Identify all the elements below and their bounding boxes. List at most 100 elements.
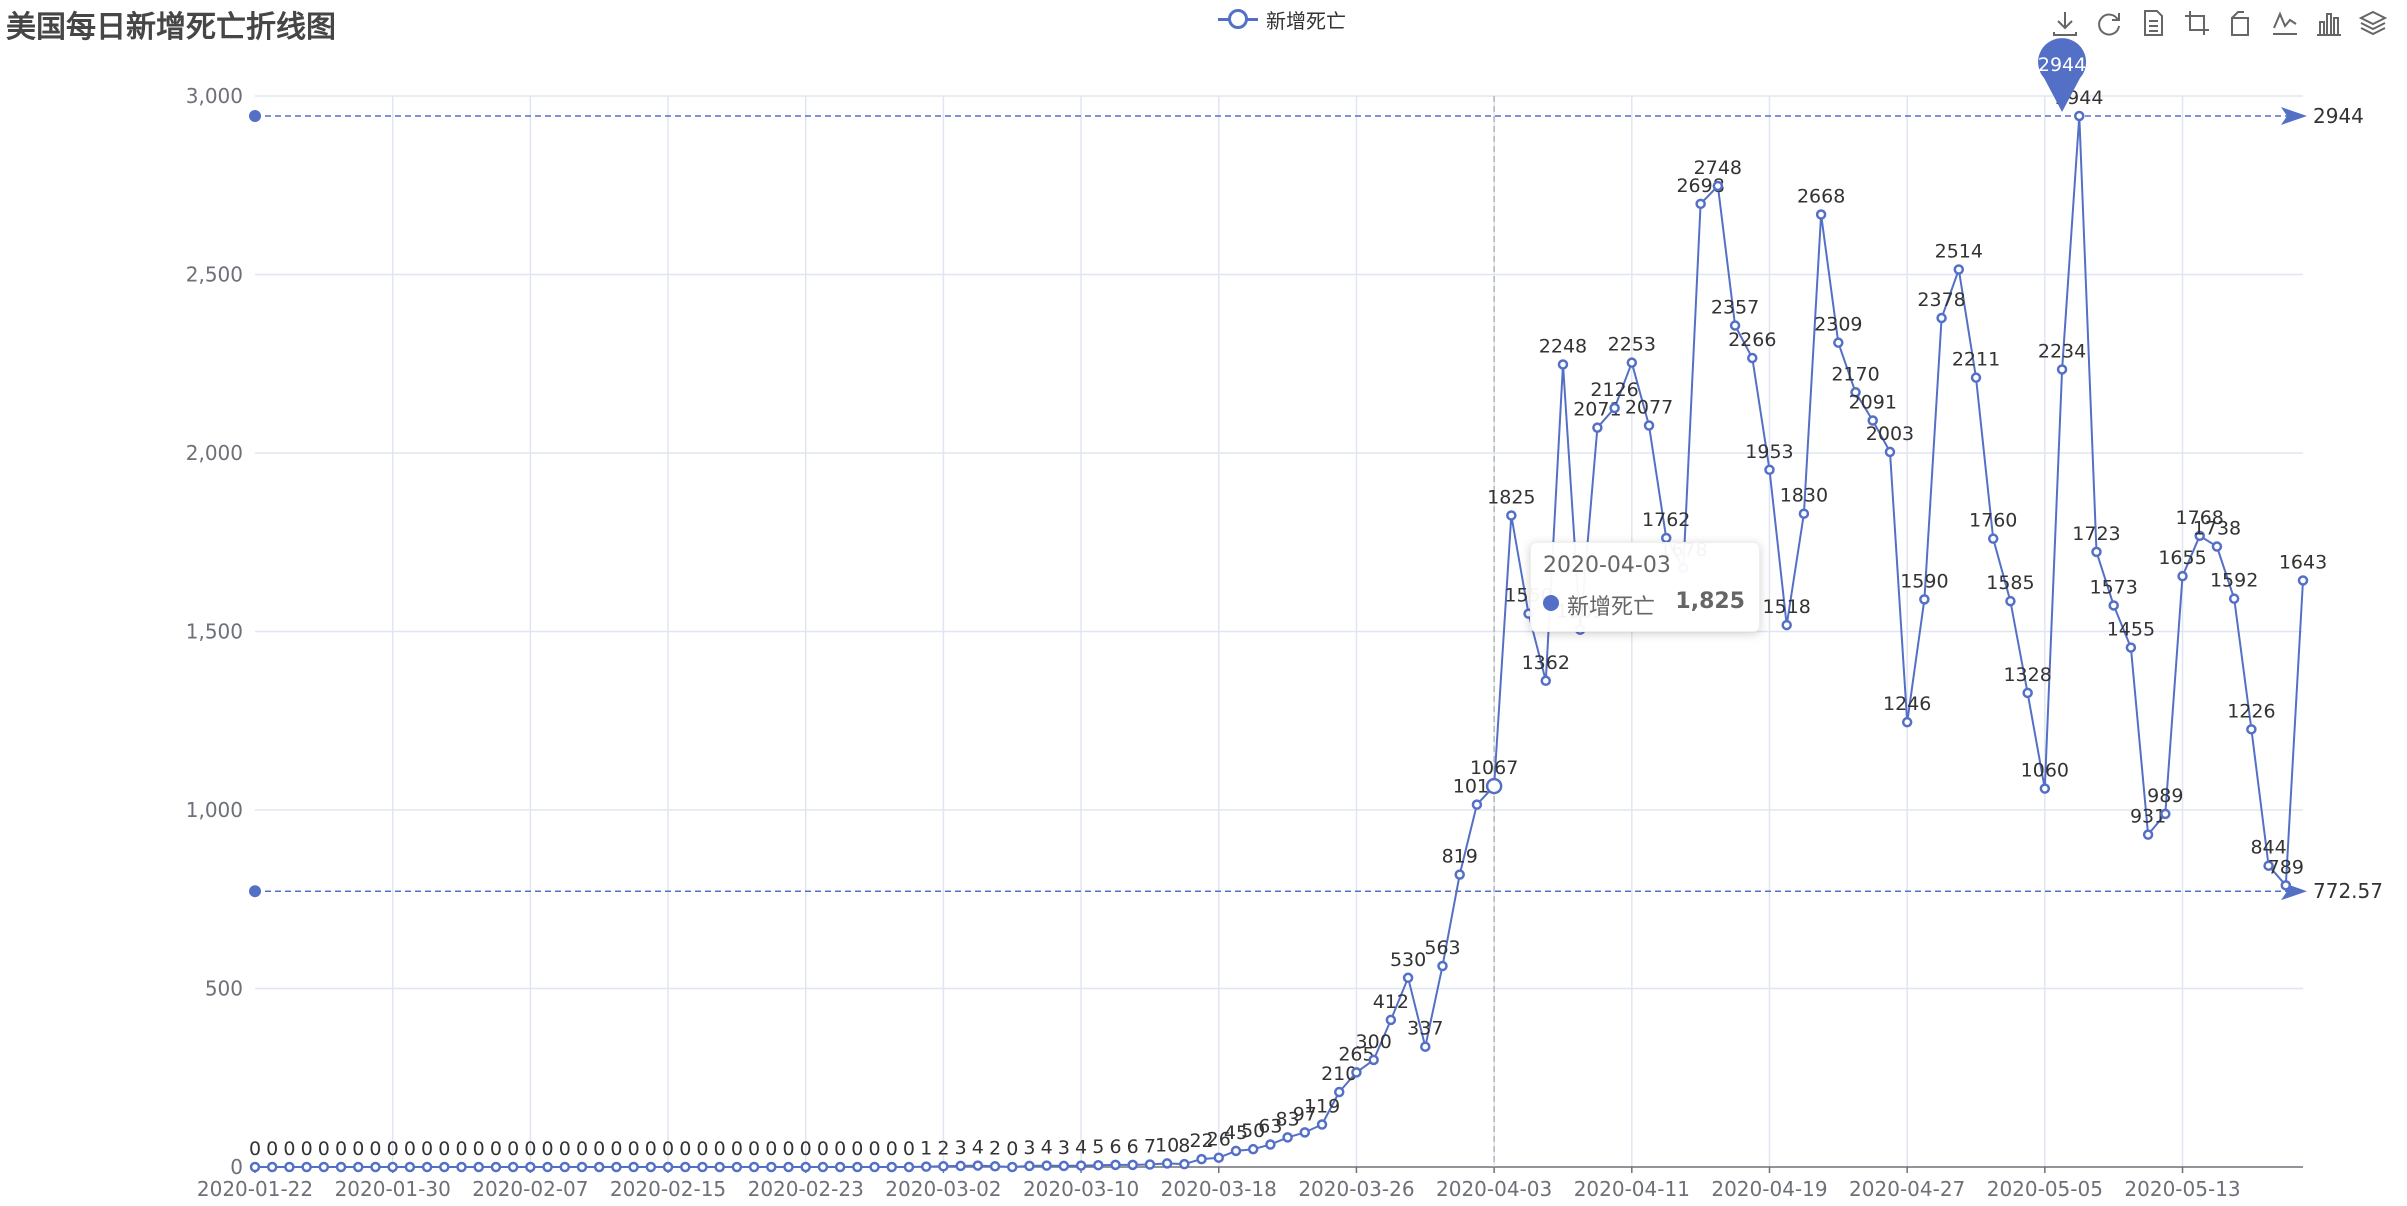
x-tick-label: 2020-05-05 <box>1987 1177 2103 1201</box>
data-label: 0 <box>800 1138 812 1160</box>
data-point <box>1643 420 1655 431</box>
data-label: 265 <box>1338 1043 1374 1065</box>
data-point <box>1213 1152 1225 1163</box>
legend-item-new-deaths[interactable]: 新增死亡 <box>1218 4 1346 34</box>
data-point <box>1471 799 1483 810</box>
data-label: 2071 <box>1573 399 1621 421</box>
data-label: 3 <box>1058 1137 1070 1159</box>
data-point <box>1179 1158 1190 1170</box>
data-point <box>2005 595 2016 607</box>
data-label: 1768 <box>2176 507 2224 529</box>
mark-line-start-dot <box>249 109 261 122</box>
data-point <box>353 1161 364 1173</box>
data-label: 2003 <box>1866 423 1914 445</box>
data-label: 1060 <box>2021 760 2069 782</box>
data-point <box>542 1161 553 1173</box>
data-point <box>1987 533 1999 544</box>
data-label: 2091 <box>1849 392 1897 414</box>
zoom-icon[interactable] <box>2182 8 2212 38</box>
data-point <box>1006 1161 1018 1173</box>
download-icon[interactable] <box>2050 8 2080 38</box>
data-point <box>1970 372 1982 383</box>
data-label: 6 <box>1109 1136 1121 1158</box>
data-label: 4 <box>972 1137 984 1159</box>
x-tick-label: 2020-01-22 <box>197 1177 313 1201</box>
data-point <box>1901 716 1913 728</box>
data-label: 1226 <box>2227 700 2275 722</box>
data-label: 563 <box>1424 937 1460 959</box>
x-tick-label: 2020-04-03 <box>1436 1177 1552 1201</box>
data-point <box>1282 1132 1293 1143</box>
data-point <box>2022 687 2033 699</box>
data-point <box>559 1161 571 1173</box>
data-label: 0 <box>352 1138 364 1160</box>
x-tick-label: 2020-01-30 <box>335 1177 451 1201</box>
data-point <box>387 1161 398 1173</box>
mark-line-label: 772.57 <box>2313 879 2383 903</box>
data-point <box>920 1161 932 1172</box>
data-point <box>1798 508 1810 519</box>
data-point <box>1867 415 1878 426</box>
data-label: 0 <box>542 1138 554 1160</box>
mark-point-label: 2944 <box>2038 54 2086 76</box>
data-label: 10 <box>1155 1134 1179 1156</box>
data-label: 1455 <box>2107 619 2155 641</box>
data-point <box>1660 532 1672 544</box>
data-point <box>2280 880 2292 891</box>
data-label: 2248 <box>1539 335 1587 357</box>
data-point <box>2125 642 2137 653</box>
x-tick-label: 2020-03-26 <box>1298 1177 1414 1201</box>
data-point <box>852 1161 863 1173</box>
data-point <box>1196 1153 1207 1165</box>
x-tick-label: 2020-02-15 <box>610 1177 726 1201</box>
data-point <box>834 1161 846 1173</box>
data-point <box>1420 1041 1431 1052</box>
data-label: 1246 <box>1883 693 1931 715</box>
data-label: 0 <box>765 1138 777 1160</box>
data-point <box>1437 960 1448 972</box>
data-point <box>903 1161 915 1173</box>
data-point <box>1695 198 1706 210</box>
data-label: 2378 <box>1917 289 1965 311</box>
data-label: 337 <box>1407 1018 1443 1040</box>
data-point <box>2056 364 2068 375</box>
zoom-reset-icon[interactable] <box>2226 8 2256 38</box>
data-label: 1830 <box>1780 485 1828 507</box>
data-label: 63 <box>1258 1116 1282 1138</box>
data-point <box>1351 1067 1362 1078</box>
data-label: 2698 <box>1676 175 1724 197</box>
data-point <box>1609 402 1620 414</box>
data-label: 22 <box>1189 1130 1213 1152</box>
data-view-icon[interactable] <box>2138 8 2168 38</box>
data-point <box>1299 1127 1311 1138</box>
data-label: 1723 <box>2072 523 2120 545</box>
data-point <box>2142 829 2154 840</box>
data-point <box>1058 1160 1070 1172</box>
data-point <box>2263 860 2274 871</box>
x-tick-label: 2020-04-11 <box>1574 1177 1690 1201</box>
x-tick-label: 2020-03-18 <box>1161 1177 1277 1201</box>
data-label: 0 <box>559 1138 571 1160</box>
data-label: 0 <box>438 1138 450 1160</box>
bar-chart-icon[interactable] <box>2314 8 2344 38</box>
data-label: 0 <box>421 1138 433 1160</box>
data-point <box>1110 1159 1121 1171</box>
data-point <box>1402 972 1414 984</box>
data-label: 0 <box>455 1138 467 1160</box>
stack-icon[interactable] <box>2358 8 2388 38</box>
series-line-new-deaths <box>255 115 2304 1168</box>
refresh-icon[interactable] <box>2094 8 2124 38</box>
y-tick-label: 2,000 <box>186 441 243 465</box>
data-point <box>1024 1160 1035 1172</box>
data-label: 26 <box>1207 1129 1231 1151</box>
data-label: 0 <box>628 1138 640 1160</box>
data-label: 0 <box>748 1138 760 1160</box>
data-point <box>1041 1160 1052 1171</box>
x-tick-label: 2020-03-02 <box>885 1177 1001 1201</box>
line-chart-icon[interactable] <box>2270 8 2300 38</box>
data-label: 1592 <box>2210 570 2258 592</box>
data-point <box>1485 777 1503 795</box>
data-point <box>2177 570 2188 582</box>
x-tick-label: 2020-04-19 <box>1711 1177 1827 1201</box>
tooltip-date: 2020-04-03 <box>1543 553 1671 578</box>
